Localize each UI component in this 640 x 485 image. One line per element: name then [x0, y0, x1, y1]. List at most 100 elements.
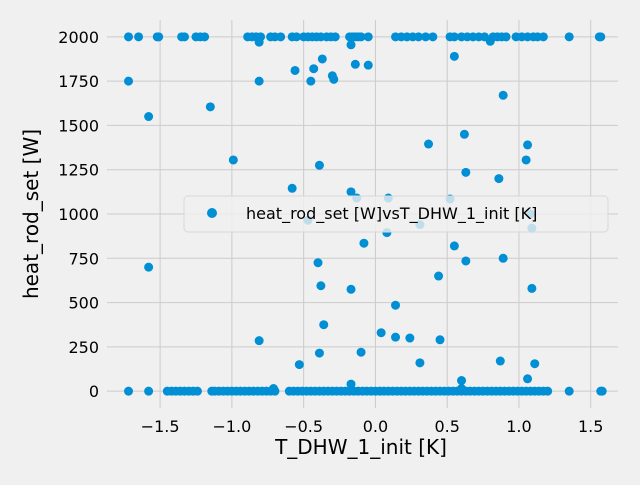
data-point — [413, 32, 423, 42]
data-point — [192, 386, 202, 396]
data-point — [356, 347, 366, 357]
y-tick-label: 500 — [68, 294, 99, 313]
data-point — [314, 348, 324, 358]
x-axis-ticks: −1.5 −1.0 −0.5 0.0 0.5 1.0 1.5 — [141, 417, 604, 436]
data-point — [200, 32, 210, 42]
data-point — [180, 32, 190, 42]
x-tick-label: −0.5 — [284, 417, 323, 436]
data-point — [276, 32, 286, 42]
data-point — [564, 386, 574, 396]
data-point — [391, 300, 401, 310]
legend-box — [183, 195, 609, 233]
data-point — [291, 32, 301, 42]
data-point — [543, 386, 553, 396]
data-point — [523, 374, 533, 384]
data-point — [346, 187, 356, 197]
data-point — [154, 32, 164, 42]
data-point — [494, 174, 504, 184]
x-tick-label: 0.5 — [434, 417, 459, 436]
data-point — [435, 335, 445, 345]
data-point — [124, 32, 134, 42]
data-point — [270, 386, 280, 396]
data-point — [346, 40, 356, 50]
data-point — [356, 32, 366, 42]
data-point — [134, 32, 144, 42]
data-point — [124, 76, 134, 86]
data-point — [254, 37, 264, 47]
data-point — [485, 36, 495, 46]
y-axis-ticks: 0 250 500 750 1000 1250 1500 1750 2000 — [58, 28, 99, 401]
data-point — [346, 284, 356, 294]
data-point — [330, 32, 340, 42]
data-point — [449, 51, 459, 61]
data-point — [449, 241, 459, 251]
data-point — [363, 32, 373, 42]
data-point — [124, 386, 134, 396]
data-point — [523, 140, 533, 150]
data-point — [287, 183, 297, 193]
y-tick-label: 2000 — [58, 28, 99, 47]
data-point — [405, 333, 415, 343]
data-point — [144, 386, 154, 396]
x-axis-label: T_DHW_1_init [K] — [274, 435, 447, 459]
data-point — [290, 65, 300, 75]
data-point — [313, 258, 323, 268]
x-tick-label: −1.0 — [212, 417, 251, 436]
data-point — [597, 386, 607, 396]
data-point — [391, 332, 401, 342]
data-point — [376, 328, 386, 338]
y-tick-label: 0 — [89, 382, 99, 401]
data-point — [530, 359, 540, 369]
data-points — [124, 32, 607, 396]
data-point — [449, 32, 459, 42]
data-point — [254, 76, 264, 86]
y-tick-label: 750 — [68, 249, 99, 268]
data-point — [205, 102, 215, 112]
data-point — [424, 139, 434, 149]
data-point — [314, 160, 324, 170]
y-tick-label: 250 — [68, 338, 99, 357]
y-tick-label: 1250 — [58, 161, 99, 180]
data-point — [346, 379, 356, 389]
x-tick-label: 0.0 — [363, 417, 388, 436]
legend: heat_rod_set [W]vsT_DHW_1_init [K] — [183, 195, 609, 233]
data-point — [144, 262, 154, 272]
y-tick-label: 1500 — [58, 116, 99, 135]
data-point — [461, 256, 471, 266]
data-point — [428, 32, 438, 42]
data-point — [501, 32, 511, 42]
data-point — [309, 64, 319, 74]
data-point — [319, 320, 329, 330]
data-point — [421, 32, 431, 42]
data-point — [459, 129, 469, 139]
x-tick-label: 1.0 — [506, 417, 531, 436]
data-point — [363, 60, 373, 70]
x-tick-label: 1.5 — [578, 417, 603, 436]
legend-marker — [207, 208, 217, 218]
data-point — [521, 155, 531, 165]
data-point — [254, 336, 264, 346]
data-point — [317, 54, 327, 64]
data-point — [144, 112, 154, 122]
data-point — [228, 155, 238, 165]
data-point — [434, 271, 444, 281]
data-point — [498, 90, 508, 100]
data-point — [498, 253, 508, 263]
data-point — [329, 74, 339, 84]
x-tick-label: −1.5 — [141, 417, 180, 436]
data-point — [596, 32, 606, 42]
data-point — [306, 76, 316, 86]
y-axis-label: heat_rod_set [W] — [19, 129, 43, 299]
data-point — [527, 283, 537, 293]
data-point — [415, 358, 425, 368]
y-tick-label: 1750 — [58, 72, 99, 91]
data-point — [495, 356, 505, 366]
data-point — [316, 281, 326, 291]
y-tick-label: 1000 — [58, 205, 99, 224]
data-point — [564, 32, 574, 42]
data-point — [294, 360, 304, 370]
data-point — [350, 59, 360, 69]
data-point — [359, 238, 369, 248]
